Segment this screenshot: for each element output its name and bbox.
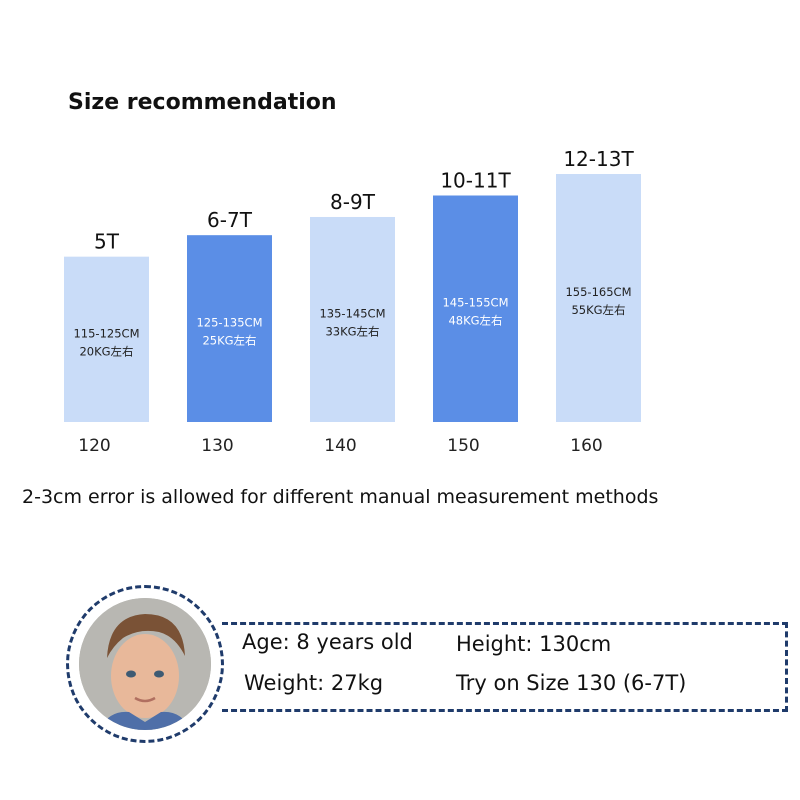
bar-160 bbox=[556, 174, 641, 422]
height-range-label: 135-145CM bbox=[319, 306, 385, 320]
profile-try-size: Try on Size 130 (6-7T) bbox=[456, 671, 687, 695]
child-photo bbox=[79, 598, 211, 730]
bar-150 bbox=[433, 195, 518, 422]
profile-box bbox=[222, 622, 788, 712]
bar-130 bbox=[187, 235, 272, 422]
measurement-note: 2-3cm error is allowed for different man… bbox=[22, 486, 659, 508]
child-avatar bbox=[66, 585, 224, 743]
chart-title: Size recommendation bbox=[68, 90, 337, 115]
x-tick-label: 150 bbox=[447, 436, 479, 456]
size-bar-chart: 5T 115-125CM 20KG左右 120 6-7T 125-135CM 25KG左右 1… bbox=[64, 147, 641, 456]
weight-label: 33KG左右 bbox=[325, 324, 379, 338]
weight-label: 48KG左右 bbox=[448, 314, 502, 328]
profile-height: Height: 130cm bbox=[456, 632, 612, 656]
height-range-label: 155-165CM bbox=[565, 285, 631, 299]
height-range-label: 145-155CM bbox=[442, 296, 508, 310]
x-tick-label: 160 bbox=[570, 436, 602, 456]
age-label: 6-7T bbox=[207, 208, 253, 232]
height-range-label: 125-135CM bbox=[196, 316, 262, 330]
bar-120 bbox=[64, 256, 149, 422]
bar-140 bbox=[310, 216, 395, 422]
x-tick-label: 130 bbox=[201, 436, 233, 456]
profile-weight: Weight: 27kg bbox=[244, 671, 384, 695]
age-label: 8-9T bbox=[330, 190, 376, 214]
x-tick-label: 120 bbox=[78, 436, 110, 456]
age-label: 10-11T bbox=[440, 168, 511, 192]
age-label: 12-13T bbox=[563, 147, 634, 171]
weight-label: 25KG左右 bbox=[202, 334, 256, 348]
age-label: 5T bbox=[94, 230, 120, 254]
profile-age: Age: 8 years old bbox=[242, 630, 413, 654]
height-range-label: 115-125CM bbox=[73, 326, 139, 340]
x-tick-label: 140 bbox=[324, 436, 356, 456]
weight-label: 20KG左右 bbox=[79, 344, 133, 358]
weight-label: 55KG左右 bbox=[571, 303, 625, 317]
